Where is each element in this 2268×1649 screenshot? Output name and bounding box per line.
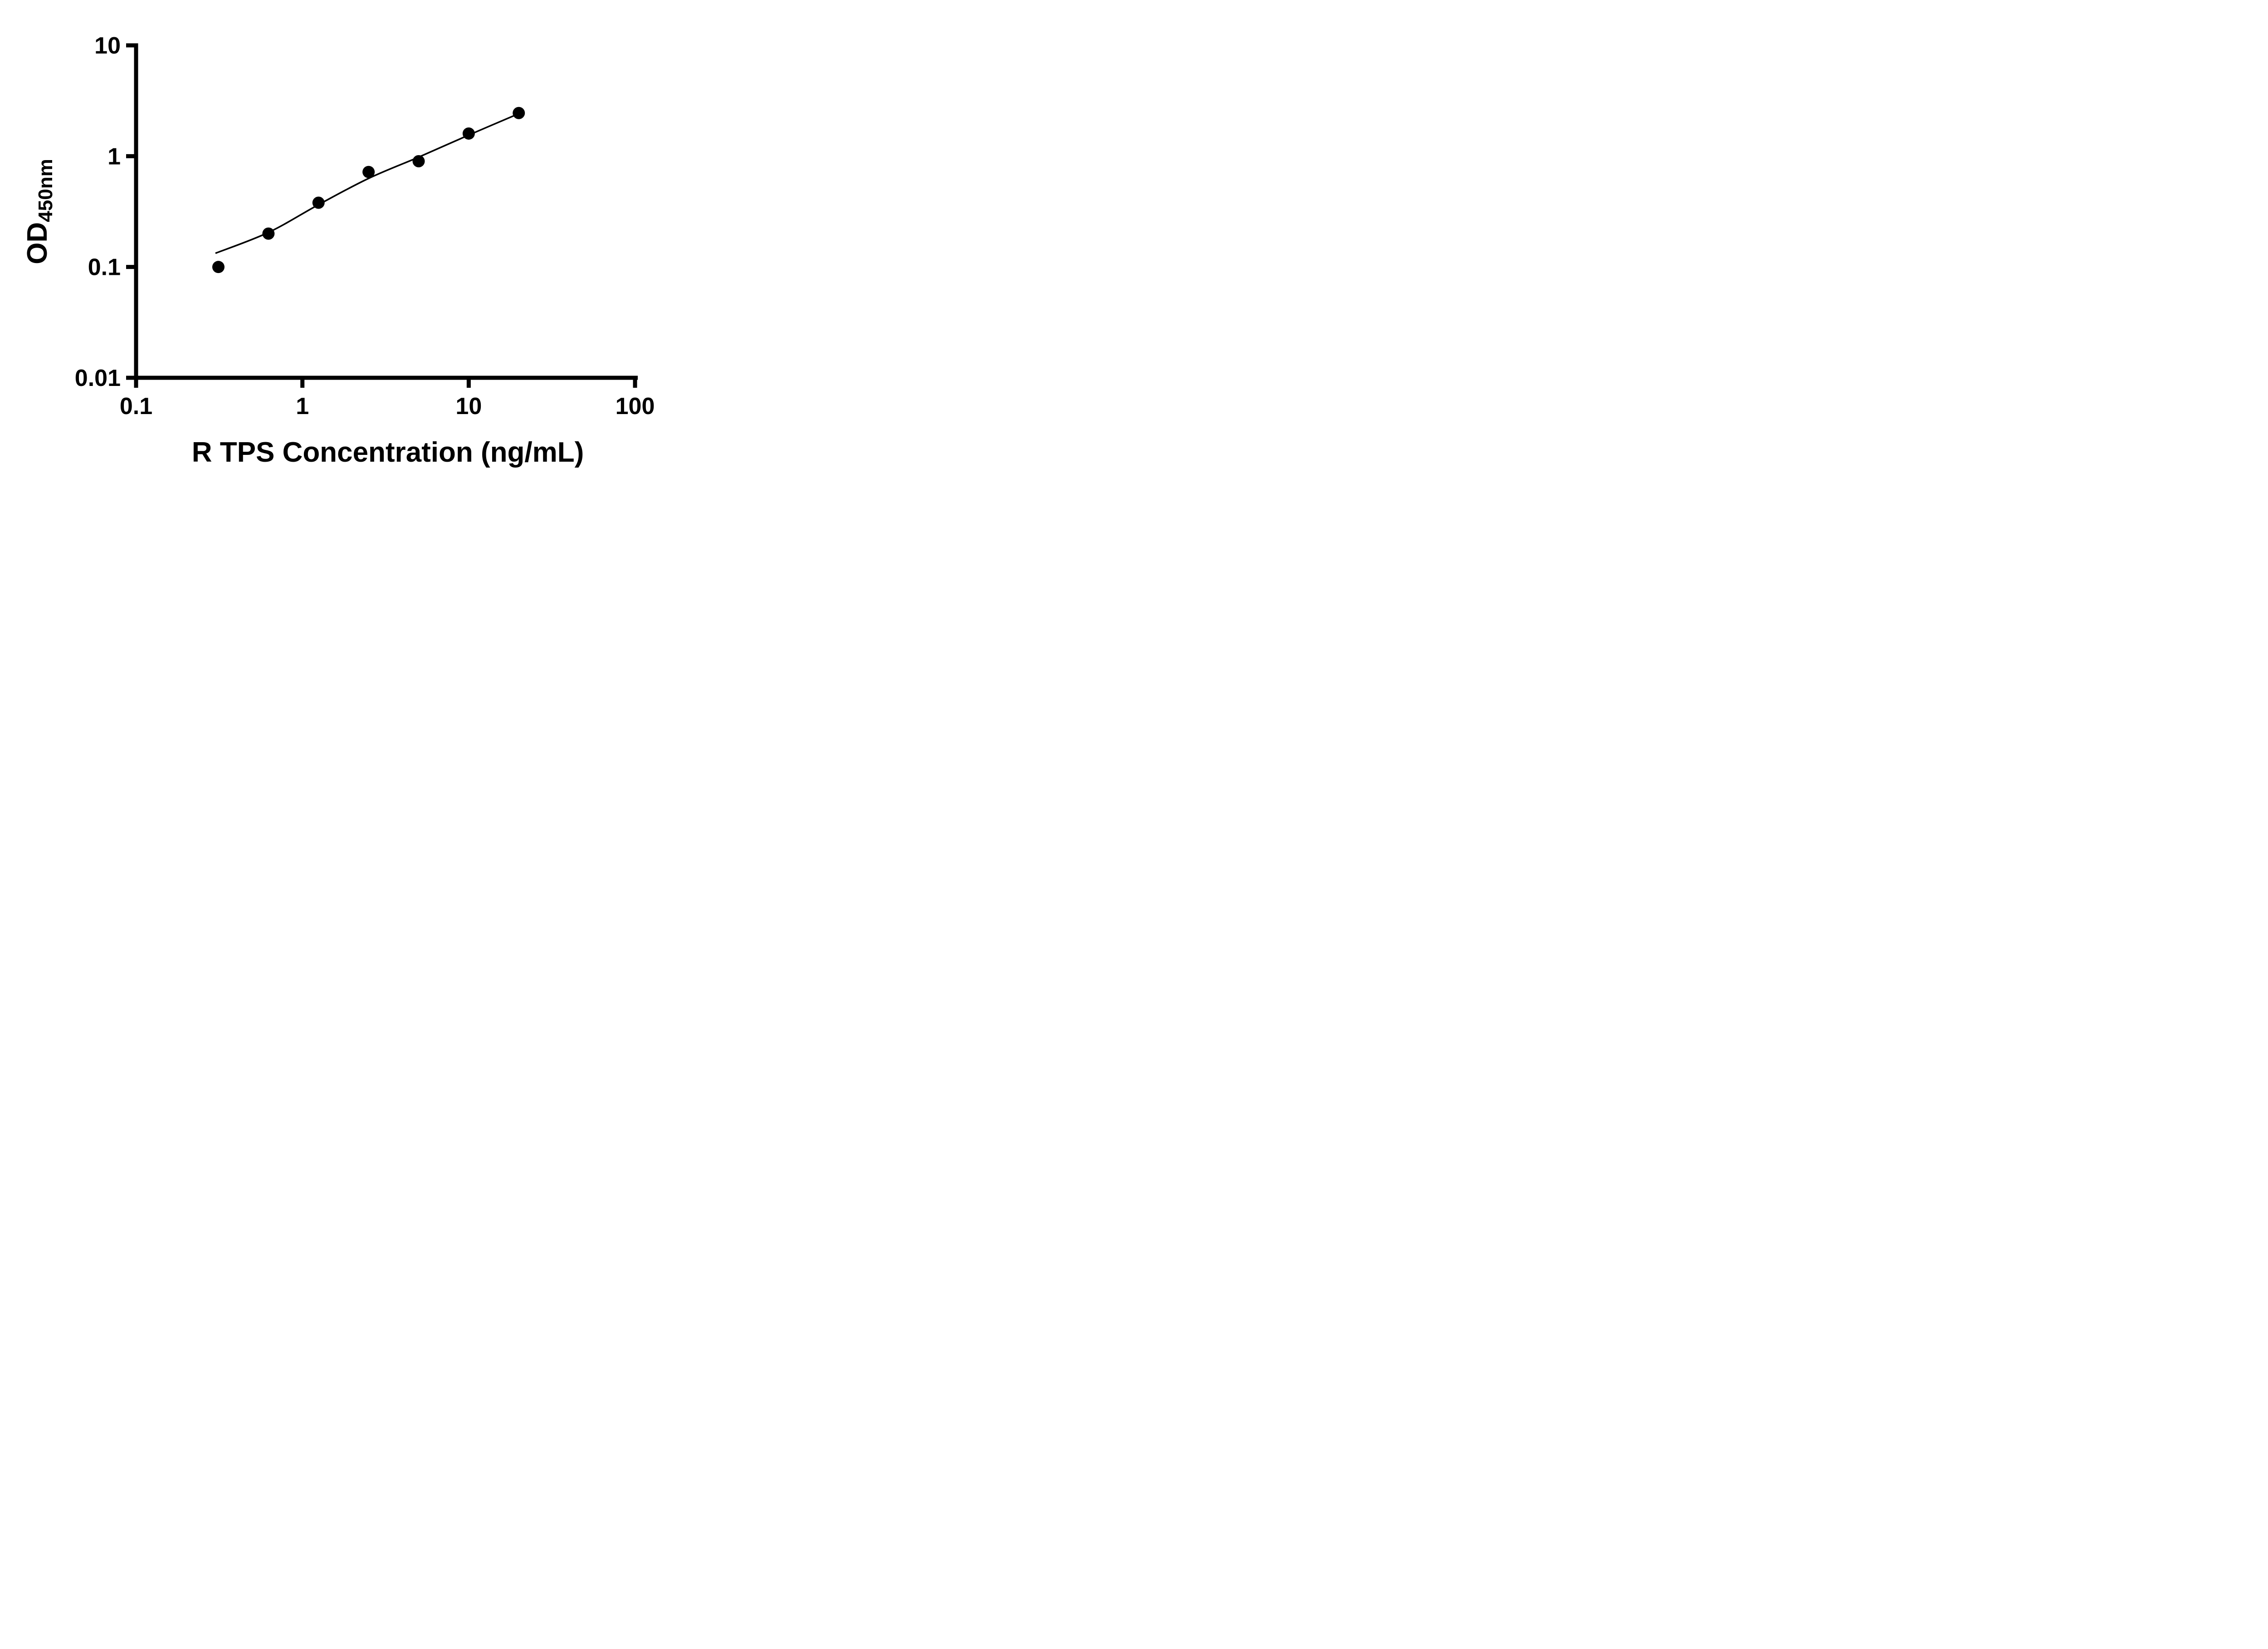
x-axis-title: R TPS Concentration (ng/mL) xyxy=(192,437,584,468)
y-tick-label: 0.01 xyxy=(75,365,121,391)
elisa-standard-curve-figure: 0.1 1 10 100 0.01 0.1 1 10 R TPS Concentration (… xyxy=(0,0,699,495)
y-tick-label: 10 xyxy=(94,33,121,59)
x-tick-label: 100 xyxy=(616,393,655,420)
data-point xyxy=(262,227,275,240)
data-point xyxy=(462,127,475,140)
data-point xyxy=(412,155,425,168)
y-axis-title: OD450nm xyxy=(22,159,57,264)
data-point xyxy=(312,196,325,209)
y-tick-label: 1 xyxy=(108,143,121,170)
x-tick-label: 0.1 xyxy=(120,393,152,420)
data-point xyxy=(362,166,375,178)
data-point xyxy=(212,261,225,273)
x-tick-label: 1 xyxy=(296,393,309,420)
x-tick-label: 10 xyxy=(455,393,482,420)
data-point xyxy=(513,107,525,119)
y-tick-label: 0.1 xyxy=(88,254,121,281)
